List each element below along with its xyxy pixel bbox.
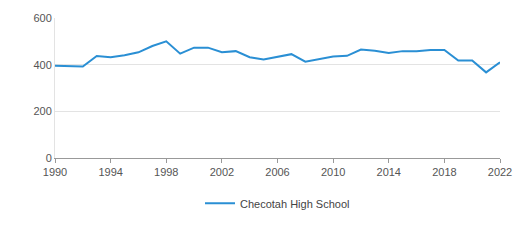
svg-text:0: 0: [46, 152, 52, 164]
svg-text:200: 200: [33, 105, 51, 117]
svg-text:2006: 2006: [265, 166, 289, 178]
svg-text:2022: 2022: [488, 166, 512, 178]
svg-text:2002: 2002: [210, 166, 234, 178]
svg-text:400: 400: [33, 59, 51, 71]
svg-text:1998: 1998: [154, 166, 178, 178]
svg-text:1990: 1990: [43, 166, 67, 178]
svg-text:1994: 1994: [98, 166, 122, 178]
svg-text:2014: 2014: [377, 166, 401, 178]
svg-text:2018: 2018: [432, 166, 456, 178]
svg-text:2010: 2010: [321, 166, 345, 178]
svg-text:Checotah High School: Checotah High School: [240, 198, 349, 210]
svg-text:600: 600: [33, 12, 51, 24]
